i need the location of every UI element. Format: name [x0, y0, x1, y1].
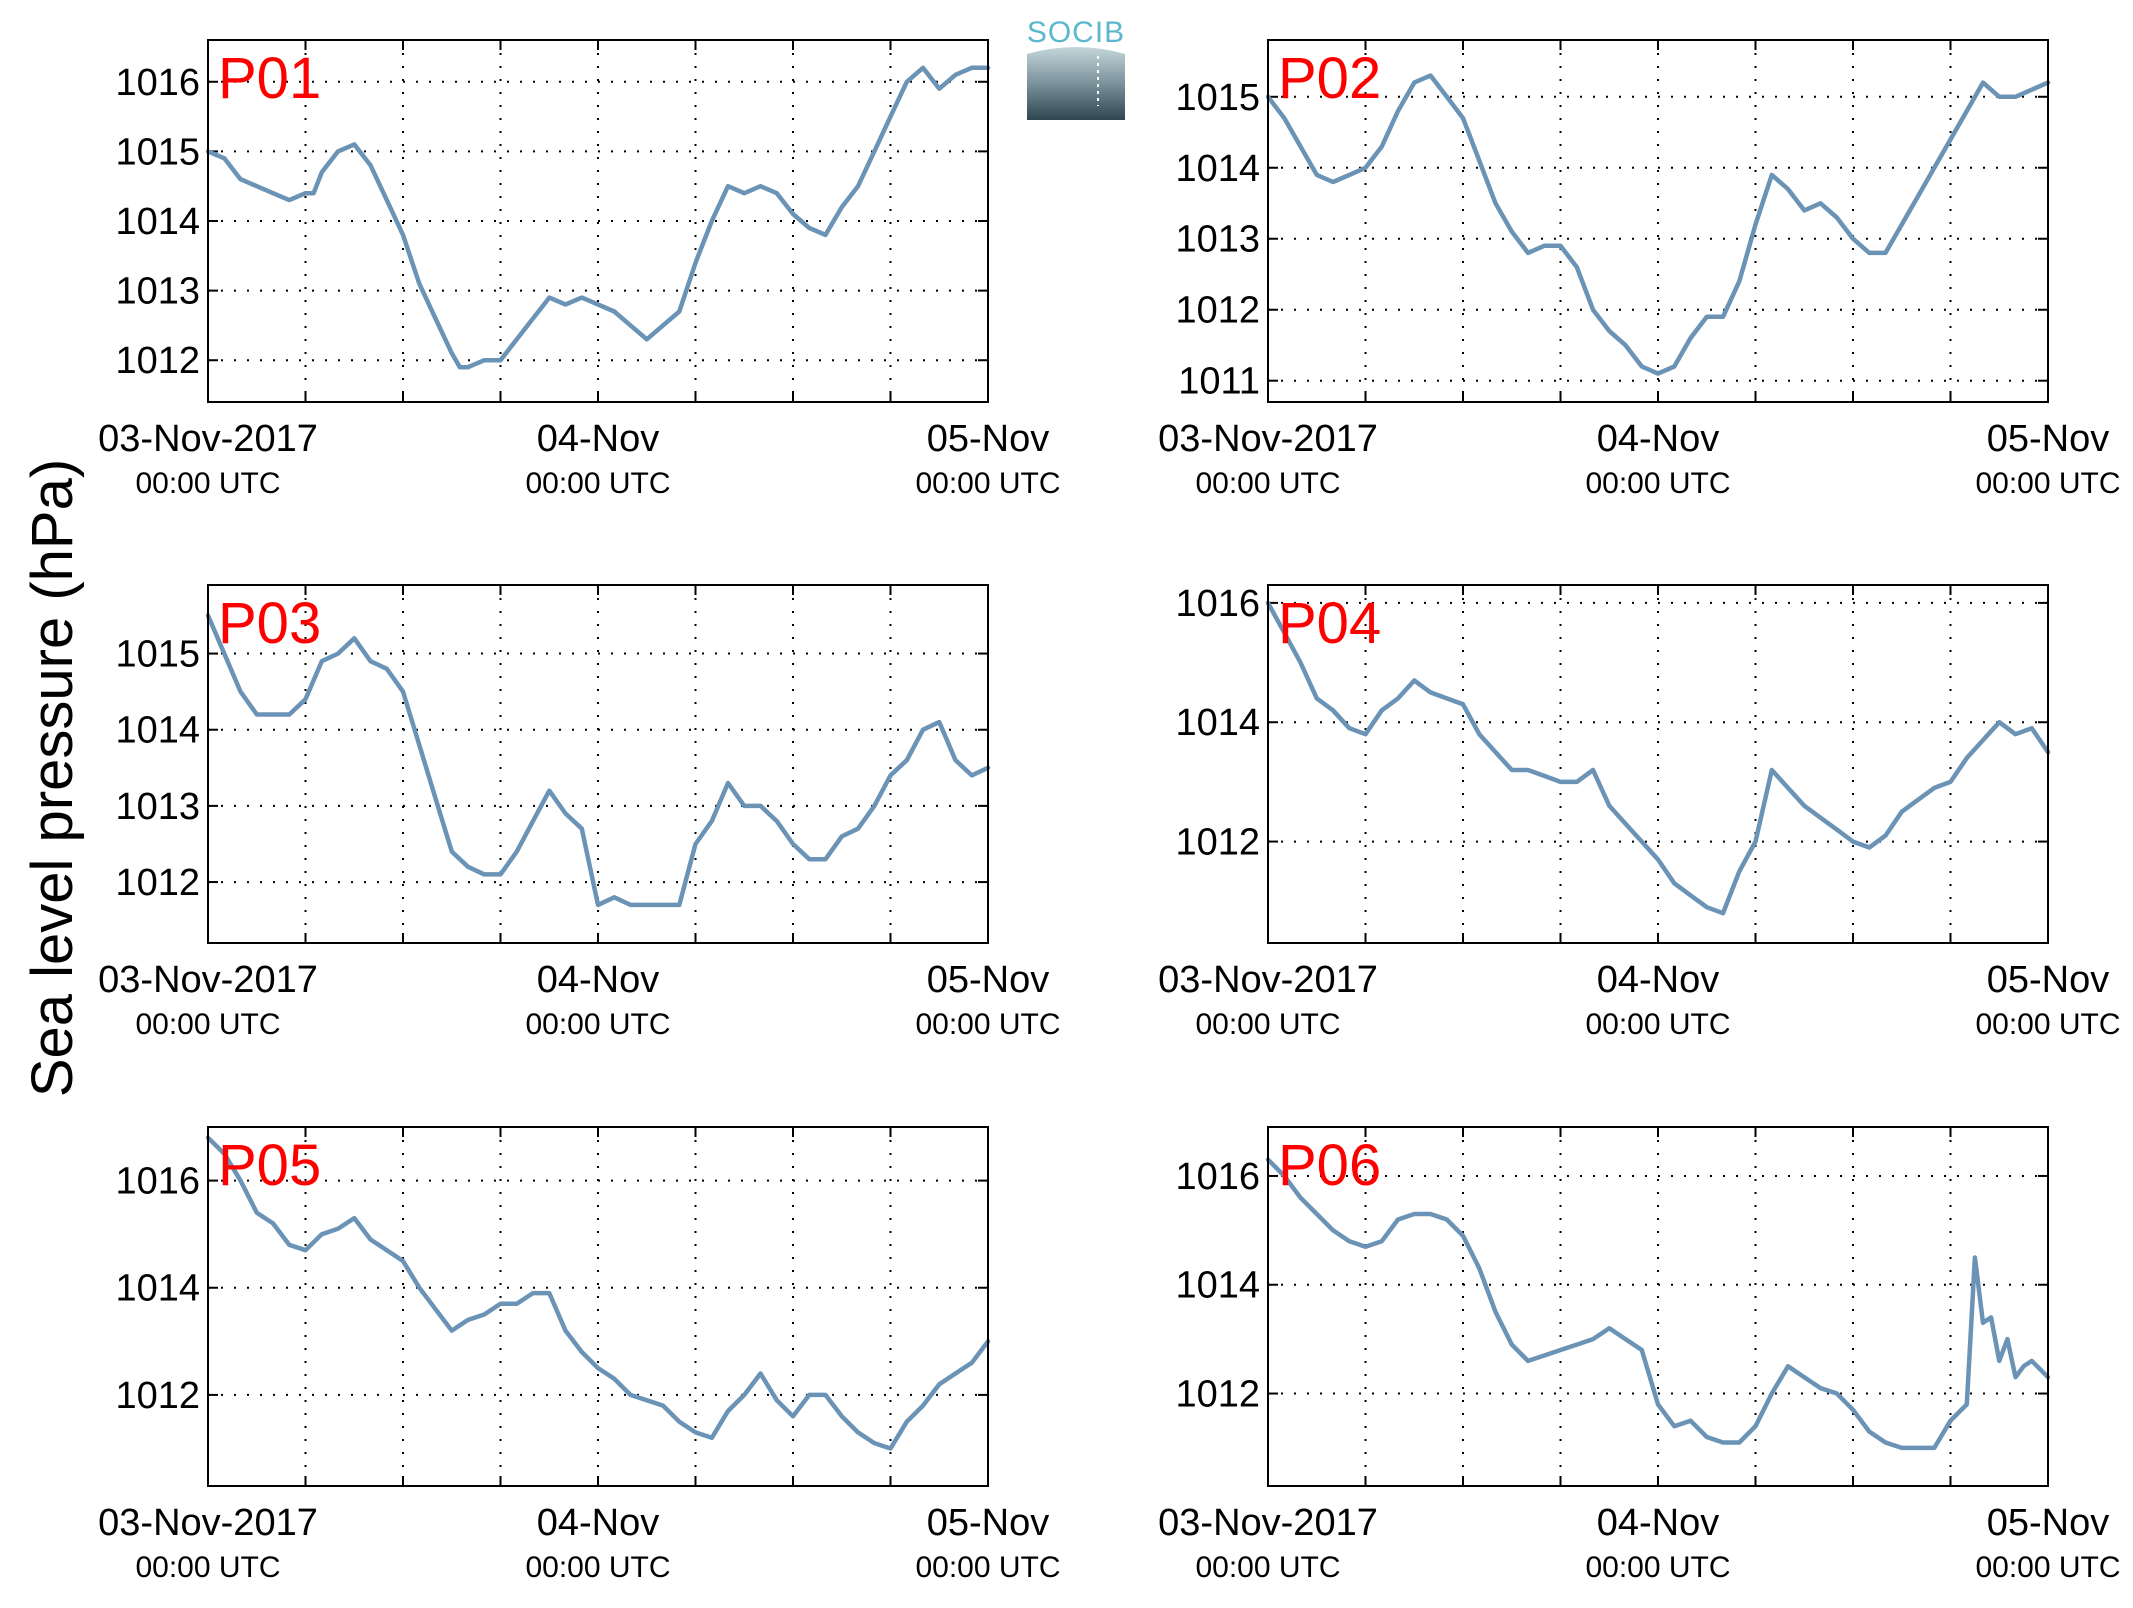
x-tick-time-label: 00:00 UTC: [135, 1551, 280, 1584]
y-tick-label: 1011: [1178, 361, 1260, 403]
x-tick-label: 05-Nov: [1987, 1502, 2110, 1544]
x-tick-time-label: 00:00 UTC: [525, 1551, 670, 1584]
chart-panel-6: 1012 1014 1016 03-Nov-2017 00:00 UTC 04-Nov 00…: [1158, 1126, 2121, 1584]
y-tick-label: 1014: [1175, 1265, 1260, 1307]
chart-panel-2: 1011 1012 1013 1014 1015 03-Nov-2017 00:00 UTC…: [1158, 39, 2121, 500]
chart-panel-5: 1012 1014 1016 03-Nov-2017 00:00 UTC 04-Nov 00…: [98, 1126, 1061, 1584]
y-tick-label: 1016: [1175, 583, 1260, 625]
y-tick-label: 1012: [1175, 1374, 1260, 1416]
y-tick-label: 1012: [115, 862, 200, 904]
panel-label: P02: [1278, 46, 1381, 111]
y-tick-label: 1012: [115, 1375, 200, 1417]
chart-panel-1: 1012 1013 1014 1015 1016 03-Nov-2017 00:00 UTC…: [98, 39, 1061, 500]
x-tick-time-label: 00:00 UTC: [1195, 1008, 1340, 1041]
x-tick-time-label: 00:00 UTC: [525, 467, 670, 500]
socib-logo-wave-icon: [1027, 47, 1125, 120]
chart-panel-3: 1012 1013 1014 1015 03-Nov-2017 00:00 UTC 04-N…: [98, 584, 1061, 1041]
socib-logo-text: SOCIB: [1027, 16, 1125, 49]
x-tick-label: 04-Nov: [1597, 1502, 1720, 1544]
x-tick-time-label: 00:00 UTC: [1585, 467, 1730, 500]
x-tick-time-label: 00:00 UTC: [1195, 1551, 1340, 1584]
x-tick-time-label: 00:00 UTC: [915, 467, 1060, 500]
series-line: [205, 613, 991, 908]
x-tick-time-label: 00:00 UTC: [1975, 1008, 2120, 1041]
y-tick-label: 1014: [115, 710, 200, 752]
chart-panel-4: 1012 1014 1016 03-Nov-2017 00:00 UTC 04-Nov 00…: [1158, 583, 2120, 1041]
y-axis-label: Sea level pressure (hPa): [20, 459, 85, 1097]
x-tick-time-label: 00:00 UTC: [915, 1008, 1060, 1041]
y-tick-label: 1012: [115, 340, 200, 382]
y-tick-label: 1013: [115, 271, 200, 313]
x-tick-label: 03-Nov-2017: [98, 418, 318, 460]
panel-label: P06: [1278, 1133, 1381, 1198]
y-tick-label: 1012: [1175, 290, 1260, 332]
x-tick-label: 04-Nov: [537, 418, 660, 460]
y-tick-label: 1014: [115, 1268, 200, 1310]
x-tick-label: 05-Nov: [927, 418, 1050, 460]
x-tick-label: 03-Nov-2017: [1158, 959, 1378, 1001]
plot-frame: [1267, 584, 2049, 944]
series-line: [205, 65, 991, 370]
plot-frame: [207, 39, 989, 403]
x-tick-label: 04-Nov: [537, 1502, 660, 1544]
series-line: [1265, 600, 2051, 916]
series-line: [1265, 1157, 2051, 1451]
y-tick-label: 1013: [115, 786, 200, 828]
x-tick-label: 03-Nov-2017: [1158, 418, 1378, 460]
y-tick-label: 1014: [115, 201, 200, 243]
panel-label: P05: [218, 1133, 321, 1198]
x-tick-label: 04-Nov: [1597, 418, 1720, 460]
y-tick-label: 1015: [115, 131, 200, 173]
x-tick-label: 05-Nov: [1987, 959, 2110, 1001]
x-tick-time-label: 00:00 UTC: [1975, 467, 2120, 500]
plot-frame: [207, 584, 989, 944]
y-tick-label: 1016: [1175, 1156, 1260, 1198]
x-tick-time-label: 00:00 UTC: [135, 467, 280, 500]
socib-logo: SOCIB: [1027, 16, 1125, 120]
panel-label: P04: [1278, 591, 1381, 656]
x-tick-time-label: 00:00 UTC: [1195, 467, 1340, 500]
plot-frame: [1267, 1126, 2049, 1487]
y-tick-label: 1014: [1175, 148, 1260, 190]
y-tick-label: 1014: [1175, 702, 1260, 744]
series-line: [205, 1135, 991, 1451]
panel-label: P03: [218, 591, 321, 656]
x-tick-label: 03-Nov-2017: [98, 959, 318, 1001]
x-tick-label: 04-Nov: [537, 959, 660, 1001]
x-tick-label: 04-Nov: [1597, 959, 1720, 1001]
x-tick-time-label: 00:00 UTC: [525, 1008, 670, 1041]
x-tick-label: 03-Nov-2017: [1158, 1502, 1378, 1544]
x-tick-time-label: 00:00 UTC: [915, 1551, 1060, 1584]
x-tick-label: 05-Nov: [927, 959, 1050, 1001]
series-line: [1265, 73, 2051, 376]
x-tick-time-label: 00:00 UTC: [135, 1008, 280, 1041]
x-tick-time-label: 00:00 UTC: [1975, 1551, 2120, 1584]
x-tick-time-label: 00:00 UTC: [1585, 1008, 1730, 1041]
x-tick-label: 05-Nov: [927, 1502, 1050, 1544]
x-tick-label: 03-Nov-2017: [98, 1502, 318, 1544]
panel-label: P01: [218, 46, 321, 111]
y-tick-label: 1016: [115, 1161, 200, 1203]
y-tick-label: 1012: [1175, 822, 1260, 864]
plot-frame: [1267, 39, 2049, 403]
x-tick-time-label: 00:00 UTC: [1585, 1551, 1730, 1584]
y-tick-label: 1015: [1175, 77, 1260, 119]
y-tick-label: 1015: [115, 634, 200, 676]
y-tick-label: 1013: [1175, 219, 1260, 261]
panels: 1012 1013 1014 1015 1016 03-Nov-2017 00:00 UTC…: [98, 39, 2121, 1584]
plot-frame: [207, 1126, 989, 1487]
y-tick-label: 1016: [115, 62, 200, 104]
x-tick-label: 05-Nov: [1987, 418, 2110, 460]
